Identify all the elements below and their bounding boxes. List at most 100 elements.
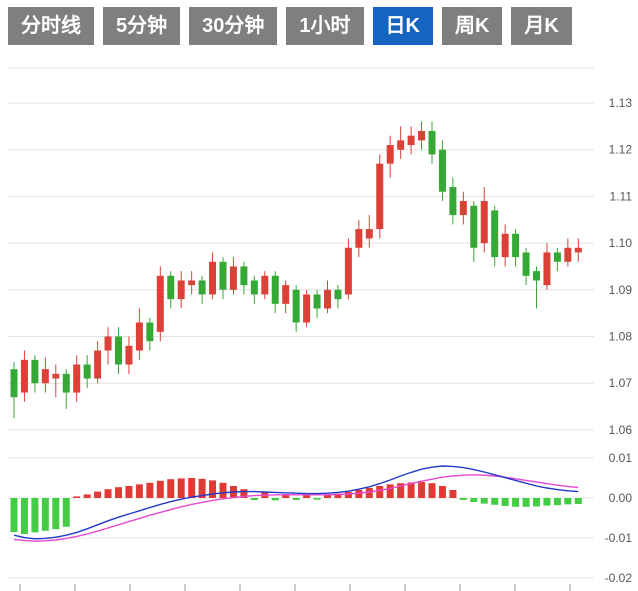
candle-body bbox=[292, 289, 300, 323]
price-axis-tick-label: 1.06 bbox=[609, 423, 633, 437]
candle-body bbox=[449, 187, 457, 216]
candle-body bbox=[271, 275, 279, 304]
macd-bar bbox=[94, 491, 102, 498]
macd-bar bbox=[491, 498, 499, 505]
candle-body bbox=[240, 266, 248, 286]
candle-body bbox=[313, 294, 321, 309]
candle-body bbox=[198, 280, 206, 295]
macd-bar bbox=[62, 498, 70, 527]
macd-bar bbox=[146, 482, 154, 498]
price-axis-tick-label: 1.11 bbox=[610, 189, 633, 203]
macd-bar bbox=[470, 498, 478, 502]
candle-body bbox=[428, 131, 436, 155]
macd-bar bbox=[543, 498, 551, 506]
macd-axis-tick-label: -0.02 bbox=[605, 571, 633, 585]
price-axis-tick-label: 1.07 bbox=[609, 376, 633, 390]
candle-body bbox=[324, 289, 331, 309]
candle-body bbox=[41, 369, 49, 384]
macd-bar bbox=[271, 498, 279, 501]
macd-bar bbox=[553, 498, 561, 506]
tab-30min[interactable]: 30分钟 bbox=[189, 7, 278, 45]
dif-line bbox=[13, 465, 579, 540]
macd-bar bbox=[156, 480, 164, 498]
candle-body bbox=[188, 280, 196, 286]
macd-bar bbox=[41, 498, 49, 531]
candle-body bbox=[83, 364, 91, 379]
candle-body bbox=[543, 252, 551, 286]
macd-axis: 0.01 0.00 -0.01 -0.02 bbox=[605, 451, 633, 585]
candle-body bbox=[407, 135, 415, 146]
price-axis: 1.13 1.12 1.11 1.10 1.09 1.08 1.07 1.06 bbox=[609, 96, 633, 437]
macd-bar bbox=[574, 498, 582, 504]
macd-histogram bbox=[10, 478, 582, 534]
macd-bar bbox=[31, 498, 39, 533]
price-axis-tick-label: 1.09 bbox=[609, 283, 633, 297]
candle-body bbox=[512, 233, 520, 258]
candle-body bbox=[20, 359, 28, 393]
candle-body bbox=[522, 252, 530, 276]
candle-body bbox=[501, 233, 509, 258]
candle-body bbox=[553, 252, 561, 262]
tab-daily-k[interactable]: 日K bbox=[372, 7, 433, 45]
tab-minute-line[interactable]: 分时线 bbox=[8, 7, 94, 45]
candle-body bbox=[115, 336, 122, 365]
candle-body bbox=[73, 364, 81, 393]
macd-bar bbox=[480, 498, 488, 504]
macd-bar bbox=[522, 498, 530, 507]
macd-bar bbox=[125, 486, 133, 498]
candle-body bbox=[334, 289, 342, 300]
interval-tabbar: 分时线 5分钟 30分钟 1小时 日K 周K 月K bbox=[8, 7, 572, 45]
candle-body bbox=[94, 350, 102, 379]
candle-body bbox=[491, 210, 499, 258]
macd-bar bbox=[20, 498, 28, 534]
candle-body bbox=[229, 266, 237, 290]
macd-bar bbox=[324, 494, 331, 498]
candle-body bbox=[167, 275, 175, 300]
candle-body bbox=[261, 275, 269, 295]
macd-bar bbox=[303, 494, 311, 498]
candle-body bbox=[376, 163, 384, 230]
macd-bar bbox=[250, 498, 258, 500]
tab-1hour[interactable]: 1小时 bbox=[286, 7, 364, 45]
macd-bar bbox=[313, 498, 321, 500]
tab-monthly-k[interactable]: 月K bbox=[511, 7, 572, 45]
candle-body bbox=[135, 322, 143, 351]
macd-bar bbox=[512, 498, 520, 507]
macd-bar bbox=[355, 490, 363, 498]
tab-weekly-k[interactable]: 周K bbox=[441, 7, 503, 45]
candle-body bbox=[418, 131, 426, 141]
price-axis-tick-label: 1.12 bbox=[609, 143, 633, 157]
candle-body bbox=[219, 261, 227, 290]
tab-5min[interactable]: 5分钟 bbox=[103, 7, 181, 45]
macd-bar bbox=[459, 498, 467, 500]
macd-bar bbox=[115, 487, 122, 498]
macd-bar bbox=[533, 498, 540, 507]
macd-bar bbox=[501, 498, 509, 506]
macd-bar bbox=[167, 479, 175, 498]
macd-bar bbox=[188, 478, 196, 498]
macd-bar bbox=[219, 482, 227, 498]
macd-bar bbox=[135, 484, 143, 498]
macd-bar bbox=[104, 489, 112, 498]
macd-bar bbox=[438, 486, 446, 498]
candle-body bbox=[125, 345, 133, 365]
candle-body bbox=[386, 145, 394, 164]
macd-bar bbox=[397, 483, 405, 498]
candle-body bbox=[62, 373, 70, 393]
candle-body bbox=[397, 140, 405, 150]
macd-bar bbox=[177, 478, 185, 498]
macd-bar bbox=[564, 498, 572, 505]
macd-bar bbox=[376, 486, 384, 498]
macd-bar bbox=[418, 482, 426, 498]
macd-bar bbox=[365, 488, 373, 498]
candle-body bbox=[574, 247, 582, 253]
macd-axis-tick-label: 0.00 bbox=[609, 491, 633, 505]
x-axis-ticks bbox=[19, 584, 571, 591]
candle-body bbox=[533, 271, 540, 281]
macd-bar bbox=[334, 493, 342, 498]
price-axis-tick-label: 1.08 bbox=[609, 330, 633, 344]
macd-bar bbox=[240, 489, 248, 498]
macd-bar bbox=[282, 494, 290, 498]
candle-body bbox=[480, 201, 488, 244]
